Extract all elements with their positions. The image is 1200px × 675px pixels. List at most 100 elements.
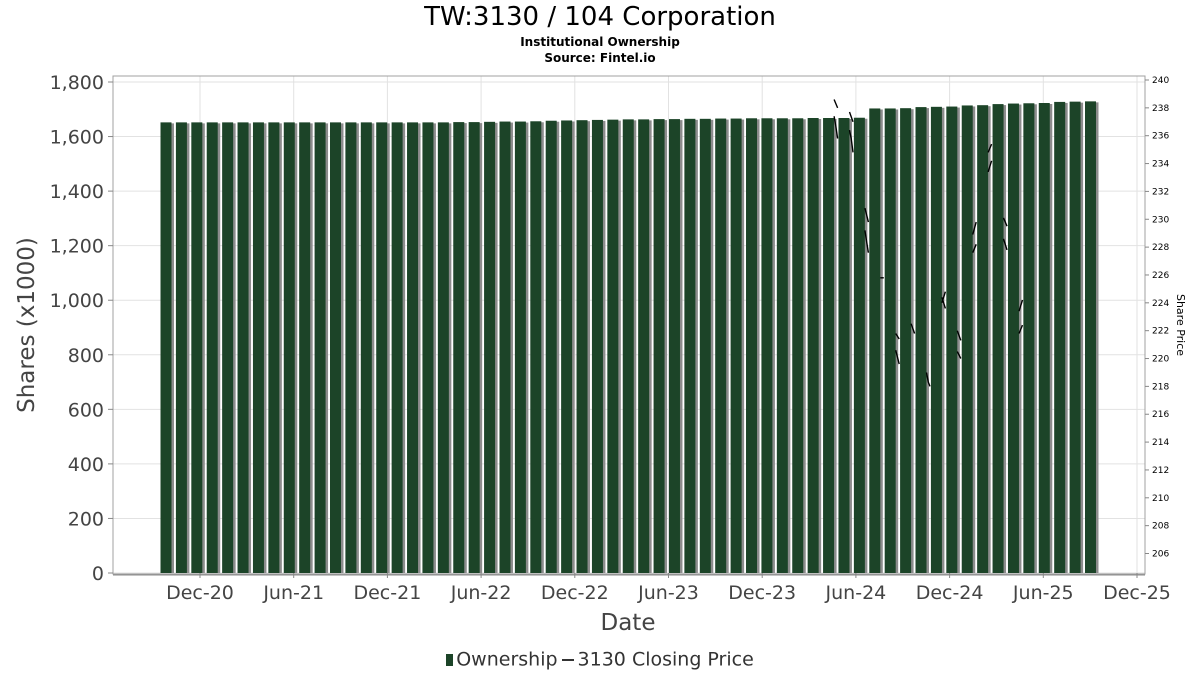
price-line — [833, 99, 1024, 387]
ownership-bar-shadow — [262, 123, 267, 574]
ownership-bar — [206, 122, 218, 574]
ownership-bar — [360, 122, 372, 574]
ownership-bar — [545, 120, 557, 574]
ownership-bar-shadow — [709, 119, 714, 573]
ownership-bar-shadow — [463, 123, 467, 574]
ownership-bar-shadow — [740, 119, 745, 574]
ownership-bar — [468, 122, 480, 574]
ownership-bar — [900, 108, 912, 573]
ownership-bar-shadow — [771, 119, 775, 573]
ownership-bar — [961, 105, 973, 573]
y2-tick-label: 222 — [1152, 327, 1169, 337]
x-tick-label: Dec-20 — [166, 582, 234, 604]
price-line-piece — [956, 330, 962, 341]
price-line-piece — [848, 111, 854, 123]
ownership-bar — [591, 119, 603, 574]
ownership-bar — [499, 121, 511, 573]
y-tick-label: 400 — [68, 454, 104, 476]
ownership-bar — [561, 120, 573, 573]
ownership-bar — [668, 119, 680, 573]
ownership-bar — [638, 119, 650, 574]
ownership-bar — [453, 122, 465, 574]
legend-bar-label: Ownership — [456, 648, 558, 671]
ownership-bar-shadow — [617, 120, 621, 573]
ownership-bar — [792, 118, 804, 573]
price-line-piece — [833, 99, 839, 109]
ownership-bar — [1007, 103, 1019, 574]
y2-tick-label: 224 — [1152, 299, 1169, 309]
price-line-segment — [1018, 299, 1024, 334]
ownership-bar-shadow — [1095, 102, 1099, 574]
ownership-bar-shadow — [170, 123, 174, 574]
ownership-bar-shadow — [524, 122, 529, 573]
ownership-bar — [1069, 101, 1081, 573]
x-axis-label: Date — [601, 610, 656, 636]
y-tick-label: 800 — [68, 345, 104, 367]
price-line-piece — [895, 333, 900, 340]
ownership-bar-shadow — [786, 119, 791, 573]
ownership-bar-shadow — [216, 123, 221, 574]
y2-axis: 206 208 210 212 214 216 218 220 222 224 226 228 230 2… — [1145, 76, 1169, 560]
y2-tick-label: 216 — [1152, 410, 1169, 420]
ownership-bar-shadow — [601, 120, 606, 574]
price-line-piece — [972, 244, 977, 253]
price-line-piece — [833, 116, 839, 139]
ownership-bar-shadow — [232, 123, 236, 574]
ownership-bar — [252, 122, 264, 574]
ownership-bar-shadow — [879, 109, 883, 573]
ownership-bar-shadow — [894, 109, 899, 573]
ownership-bar-shadow — [1017, 104, 1022, 574]
ownership-bar-shadow — [509, 122, 513, 573]
ownership-bar-shadow — [370, 123, 375, 574]
ownership-bar — [222, 122, 234, 574]
ownership-bar — [299, 122, 311, 574]
ownership-bar-shadow — [1033, 104, 1037, 573]
ownership-bar — [391, 122, 403, 574]
ownership-bar — [407, 122, 419, 574]
price-line-segment — [956, 330, 962, 359]
x-tick-label: Jun-22 — [450, 582, 512, 604]
y2-tick-label: 208 — [1152, 522, 1169, 532]
legend-line-swatch — [561, 658, 574, 661]
ownership-bar — [437, 122, 449, 574]
ownership-bar — [730, 118, 742, 574]
ownership-bar-shadow — [848, 119, 852, 574]
ownership-bar — [1054, 101, 1066, 573]
price-line-piece — [864, 207, 870, 223]
y-tick-label: 0 — [92, 563, 104, 585]
y2-tick-label: 236 — [1152, 132, 1169, 142]
y2-tick-label: 226 — [1152, 271, 1169, 281]
price-line-piece — [1018, 324, 1024, 334]
y2-tick-label: 218 — [1152, 382, 1169, 392]
y2-tick-label: 230 — [1152, 215, 1169, 225]
price-line-segment — [833, 99, 839, 139]
ownership-bar-shadow — [386, 123, 390, 574]
price-line-piece — [987, 160, 993, 173]
legend-bar-swatch — [446, 653, 454, 666]
ownership-bar-shadow — [247, 123, 252, 574]
ownership-bar — [946, 106, 958, 574]
ownership-bar-shadow — [987, 106, 991, 574]
ownership-bar-shadow — [802, 119, 806, 573]
price-line-piece — [1018, 299, 1024, 312]
ownership-bar-shadow — [971, 106, 976, 573]
x-axis: Dec-20 Jun-21 Dec-21 Jun-22 Dec-22 Jun-23 Dec-… — [113, 573, 1171, 604]
ownership-bar-shadow — [817, 119, 822, 574]
ownership-bar-shadow — [540, 122, 544, 573]
price-line-piece — [848, 129, 854, 153]
ownership-bar — [622, 119, 634, 574]
ownership-bar — [807, 118, 819, 574]
y2-tick-label: 212 — [1152, 466, 1169, 476]
ownership-bar-shadow — [940, 107, 945, 573]
ownership-bar — [1085, 101, 1096, 574]
ownership-bar — [345, 122, 357, 574]
ownership-bar-shadow — [494, 122, 498, 573]
ownership-bar — [376, 122, 388, 574]
ownership-bar-shadow — [756, 119, 760, 573]
ownership-bar-shadow — [478, 123, 483, 574]
ownership-bar — [314, 122, 326, 574]
ownership-bar — [977, 105, 989, 574]
price-line-piece — [1002, 238, 1008, 251]
ownership-bar — [514, 121, 526, 573]
